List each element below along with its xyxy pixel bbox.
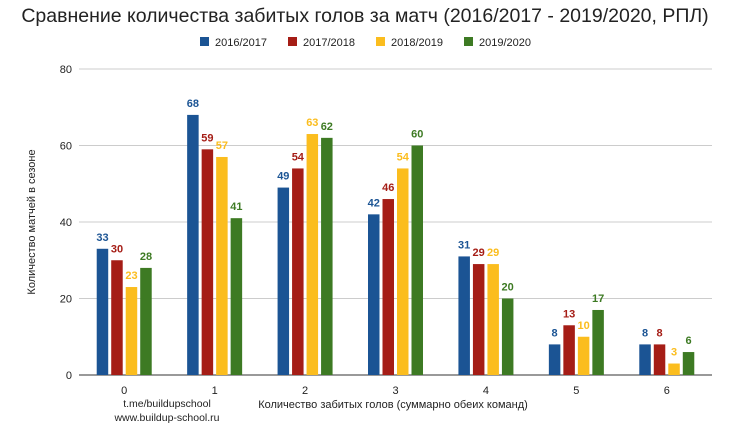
bar-6-2019/2020 (682, 352, 695, 375)
bar-5-2018/2019 (577, 336, 590, 375)
data-label-3-2017/2018: 46 (382, 182, 394, 194)
x-axis-label: Количество забитых голов (суммарно обеих… (258, 399, 528, 411)
x-tick-2: 2 (302, 385, 308, 397)
bar-5-2019/2020 (592, 309, 604, 375)
data-label-5-2019/2020: 17 (592, 293, 604, 305)
legend-swatch-2019/2020 (464, 37, 473, 46)
data-label-1-2019/2020: 41 (230, 201, 242, 213)
data-label-3-2016/2017: 42 (368, 197, 380, 209)
bar-6-2018/2019 (668, 363, 680, 375)
y-tick-40: 40 (60, 217, 72, 229)
legend-label-2019/2020: 2019/2020 (479, 37, 531, 49)
data-label-2-2016/2017: 49 (277, 171, 289, 183)
gridlines (79, 68, 712, 376)
data-label-4-2016/2017: 31 (458, 239, 470, 251)
bar-6-2016/2017 (639, 344, 651, 375)
data-label-1-2017/2018: 59 (201, 132, 213, 144)
legend: 2016/2017 2017/2018 2018/2019 2019/2020 (200, 37, 531, 49)
bar-1-2018/2019 (216, 156, 228, 375)
x-tick-1: 1 (212, 385, 218, 397)
data-label-0-2019/2020: 28 (140, 251, 152, 263)
bar-2-2018/2019 (306, 134, 319, 375)
data-label-1-2016/2017: 68 (187, 98, 199, 110)
x-tick-3: 3 (392, 385, 398, 397)
legend-swatch-2016/2017 (200, 37, 209, 46)
y-axis-ticks: 0 20 40 60 80 (60, 64, 72, 382)
credit-telegram: t.me/buildupschool (123, 398, 211, 410)
bar-4-2018/2019 (487, 264, 499, 375)
data-label-4-2019/2020: 20 (502, 282, 514, 294)
y-tick-20: 20 (60, 294, 72, 306)
x-axis-ticks: 0 1 2 3 4 5 6 (121, 385, 670, 397)
bar-2-2016/2017 (277, 187, 290, 375)
data-label-3-2018/2019: 54 (397, 151, 410, 163)
data-label-3-2019/2020: 60 (411, 129, 423, 141)
bar-4-2017/2018 (472, 264, 485, 375)
data-label-0-2018/2019: 23 (125, 270, 137, 282)
y-tick-80: 80 (60, 64, 72, 76)
bar-1-2019/2020 (230, 218, 243, 375)
data-label-1-2018/2019: 57 (216, 140, 228, 152)
x-tick-6: 6 (664, 385, 670, 397)
legend-swatch-2017/2018 (288, 37, 297, 46)
x-tick-4: 4 (483, 385, 489, 397)
legend-label-2017/2018: 2017/2018 (303, 37, 355, 49)
data-label-0-2017/2018: 30 (111, 243, 123, 255)
data-label-6-2018/2019: 3 (671, 347, 677, 359)
legend-label-2018/2019: 2018/2019 (391, 37, 443, 49)
bar-4-2016/2017 (458, 256, 470, 375)
bar-6-2017/2018 (653, 344, 666, 375)
bars (96, 114, 695, 376)
bar-2-2019/2020 (321, 137, 333, 375)
bar-4-2019/2020 (501, 298, 514, 375)
data-label-4-2017/2018: 29 (473, 247, 485, 259)
x-tick-5: 5 (573, 385, 579, 397)
bar-0-2018/2019 (125, 287, 138, 375)
bar-1-2016/2017 (187, 114, 199, 376)
y-tick-0: 0 (66, 370, 72, 382)
data-label-5-2017/2018: 13 (563, 308, 575, 320)
bar-0-2016/2017 (96, 248, 109, 375)
bar-0-2019/2020 (140, 267, 152, 375)
bar-3-2019/2020 (411, 145, 423, 375)
legend-swatch-2018/2019 (376, 37, 385, 46)
bar-5-2016/2017 (548, 344, 561, 375)
y-tick-60: 60 (60, 141, 72, 153)
data-label-2-2019/2020: 62 (321, 121, 333, 133)
chart-title: Сравнение количества забитых голов за ма… (21, 5, 708, 27)
bar-5-2017/2018 (563, 325, 575, 375)
data-label-6-2017/2018: 8 (656, 327, 662, 339)
y-axis-label: Количество матчей в сезоне (26, 149, 38, 294)
legend-label-2016/2017: 2016/2017 (215, 37, 267, 49)
bar-3-2018/2019 (397, 168, 409, 375)
data-label-0-2016/2017: 33 (96, 232, 108, 244)
data-label-2-2017/2018: 54 (292, 151, 305, 163)
data-label-4-2018/2019: 29 (487, 247, 499, 259)
data-label-6-2019/2020: 6 (685, 335, 691, 347)
data-label-5-2018/2019: 10 (577, 320, 589, 332)
data-label-6-2016/2017: 8 (642, 327, 648, 339)
x-tick-0: 0 (121, 385, 127, 397)
credit-website: www.buildup-school.ru (113, 412, 219, 424)
data-label-5-2016/2017: 8 (552, 327, 558, 339)
bar-1-2017/2018 (201, 149, 214, 375)
bar-2-2017/2018 (292, 168, 304, 375)
bar-3-2017/2018 (382, 199, 394, 375)
bar-3-2016/2017 (368, 214, 380, 375)
bar-0-2017/2018 (111, 260, 123, 375)
data-label-2-2018/2019: 63 (306, 117, 318, 129)
